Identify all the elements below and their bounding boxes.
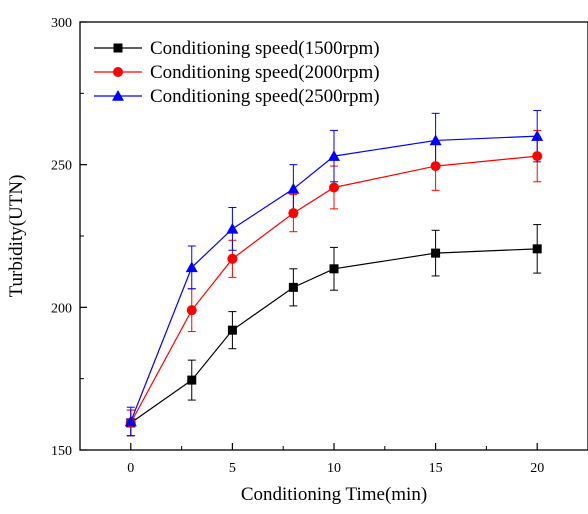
y-axis-title: Turbidity(UTN) — [6, 175, 27, 298]
data-point-square — [227, 325, 237, 335]
data-point-square — [329, 264, 339, 274]
legend-marker-triangle — [112, 90, 124, 101]
x-tick-label: 5 — [229, 461, 236, 476]
data-point-circle — [186, 305, 197, 316]
data-point-square — [187, 375, 197, 385]
data-point-triangle — [185, 261, 198, 273]
y-tick-label: 300 — [51, 16, 72, 31]
legend: Conditioning speed(1500rpm) Conditioning … — [94, 38, 380, 107]
legend-label: Conditioning speed(2500rpm) — [150, 86, 380, 107]
x-tick-label: 0 — [127, 461, 134, 476]
data-point-triangle — [328, 150, 340, 161]
data-point-triangle — [124, 415, 137, 427]
data-point-square — [431, 248, 441, 258]
data-point-triangle — [429, 134, 442, 146]
x-tick-label: 15 — [429, 461, 443, 476]
data-point-square — [532, 244, 542, 254]
y-tick-label: 200 — [51, 301, 72, 316]
data-point-square — [288, 282, 298, 292]
x-tick-label: 10 — [327, 461, 341, 476]
data-point-circle — [430, 161, 441, 172]
data-point-triangle — [226, 222, 239, 234]
x-tick-label: 20 — [530, 461, 544, 476]
legend-marker-circle — [113, 67, 123, 77]
data-point-circle — [288, 208, 299, 219]
y-tick-label: 150 — [51, 444, 72, 459]
data-point-circle — [532, 151, 543, 162]
data-point-circle — [227, 253, 238, 264]
legend-marker-square — [113, 43, 123, 53]
data-point-circle — [329, 182, 339, 193]
series-markers — [124, 130, 544, 428]
data-point-triangle — [287, 182, 300, 194]
x-axis-title: Conditioning Time(min) — [241, 484, 427, 505]
data-point-triangle — [531, 130, 544, 141]
legend-label: Conditioning speed(1500rpm) — [150, 38, 380, 59]
legend-label: Conditioning speed(2000rpm) — [150, 62, 380, 83]
axis-ticks — [79, 21, 588, 451]
y-tick-label: 250 — [51, 159, 72, 174]
tick-labels: 0 5 10 15 20 150 200 250 300 — [51, 16, 544, 476]
